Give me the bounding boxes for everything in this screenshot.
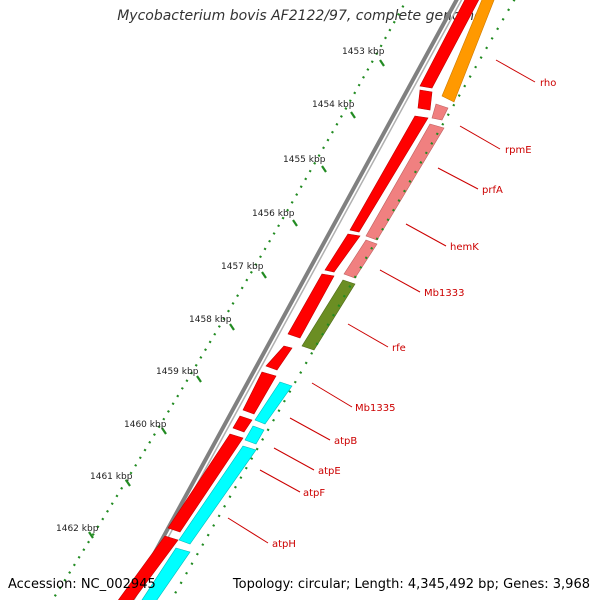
gene-label-atpB: atpB bbox=[334, 436, 357, 447]
leader-hemK bbox=[405, 223, 447, 247]
gene-label-prfA: prfA bbox=[482, 185, 503, 196]
gene-rpmE bbox=[431, 103, 449, 121]
forward-gene bbox=[419, 0, 480, 89]
kbp-label-1461: 1461 kbp bbox=[90, 472, 133, 482]
leader-prfA bbox=[437, 167, 479, 190]
backbone-outer bbox=[126, 0, 459, 600]
forward-gene bbox=[287, 273, 335, 339]
major-ticks bbox=[88, 59, 385, 539]
kbp-label-1458: 1458 kbp bbox=[189, 315, 232, 325]
gene-prfA bbox=[365, 123, 445, 241]
kbp-label-1462: 1462 kbp bbox=[56, 524, 99, 534]
forward-gene bbox=[167, 433, 244, 533]
genome-summary-text: Topology: circular; Length: 4,345,492 bp… bbox=[232, 577, 590, 592]
tick-1453 bbox=[379, 59, 385, 67]
kbp-label-1453: 1453 kbp bbox=[342, 47, 385, 57]
gene-rfe bbox=[301, 279, 356, 351]
forward-gene bbox=[118, 535, 179, 600]
forward-gene bbox=[324, 233, 361, 273]
outer-scale-dots bbox=[51, 0, 408, 600]
tick-1457 bbox=[261, 271, 267, 279]
gene-label-rpmE: rpmE bbox=[505, 145, 532, 156]
leader-atpB bbox=[289, 417, 331, 441]
gene-atpH bbox=[141, 547, 191, 600]
accession-text: Accession: NC_002945 bbox=[8, 577, 156, 592]
tick-1458 bbox=[229, 323, 235, 331]
leader-atpF bbox=[259, 469, 301, 493]
forward-strand-genes bbox=[118, 0, 480, 600]
map-title: Mycobacterium bovis AF2122/97, complete … bbox=[117, 8, 483, 24]
tick-1462 bbox=[88, 531, 94, 539]
leader-rho bbox=[495, 59, 536, 83]
leader-atpH bbox=[227, 517, 269, 544]
kbp-label-1456: 1456 kbp bbox=[252, 209, 295, 219]
gene-rho bbox=[441, 0, 495, 103]
tick-1454 bbox=[350, 111, 356, 119]
gene-atpF bbox=[178, 445, 257, 545]
reverse-strand-genes bbox=[141, 0, 495, 600]
leader-Mb1335 bbox=[311, 382, 353, 408]
leader-rpmE bbox=[459, 125, 501, 150]
leader-Mb1333 bbox=[379, 269, 421, 293]
tick-1459 bbox=[196, 375, 202, 383]
gene-label-Mb1335: Mb1335 bbox=[355, 403, 395, 414]
gene-labels: rho rpmE prfA hemK Mb1333 rfe Mb1335 atp… bbox=[272, 78, 556, 550]
gene-label-atpH: atpH bbox=[272, 539, 296, 550]
gene-atpE bbox=[244, 425, 265, 445]
gene-hemK bbox=[343, 239, 378, 279]
gene-atpB bbox=[254, 381, 293, 425]
tick-1455 bbox=[321, 165, 327, 173]
forward-gene bbox=[242, 371, 277, 415]
forward-gene bbox=[232, 415, 253, 433]
leader-rfe bbox=[347, 323, 389, 348]
gene-label-atpE: atpE bbox=[318, 466, 341, 477]
kbp-label-1459: 1459 kbp bbox=[156, 367, 199, 377]
forward-gene bbox=[349, 115, 429, 233]
leader-atpE bbox=[273, 447, 315, 471]
gene-label-hemK: hemK bbox=[450, 242, 479, 253]
gene-label-rho: rho bbox=[540, 78, 556, 89]
gene-label-Mb1333: Mb1333 bbox=[424, 288, 464, 299]
gene-label-atpF: atpF bbox=[303, 488, 325, 499]
forward-gene bbox=[265, 345, 293, 371]
inner-scale-dots bbox=[170, 0, 516, 600]
tick-1461 bbox=[125, 479, 131, 487]
kbp-labels: 1453 kbp 1454 kbp 1455 kbp 1456 kbp 1457… bbox=[56, 47, 385, 534]
tick-1456 bbox=[292, 219, 298, 227]
leader-lines bbox=[227, 59, 536, 544]
kbp-label-1455: 1455 kbp bbox=[283, 155, 326, 165]
forward-gene bbox=[417, 89, 433, 111]
kbp-label-1460: 1460 kbp bbox=[124, 420, 167, 430]
gene-label-rfe: rfe bbox=[392, 343, 406, 354]
kbp-label-1454: 1454 kbp bbox=[312, 100, 355, 110]
kbp-label-1457: 1457 kbp bbox=[221, 262, 264, 272]
tick-1460 bbox=[161, 427, 167, 435]
